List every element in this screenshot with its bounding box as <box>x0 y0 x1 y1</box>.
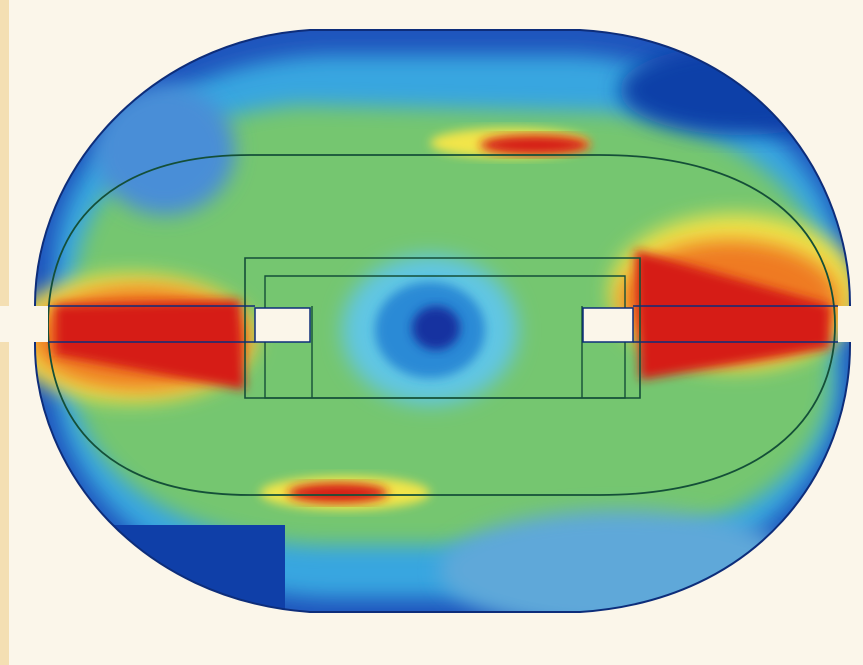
right-red-core <box>635 250 830 380</box>
center-dark-blue <box>412 306 460 350</box>
top-slot-red <box>480 135 590 155</box>
center-rectangle-outer <box>244 257 641 399</box>
upper-right-blue <box>620 45 850 135</box>
left-red-core <box>55 300 245 390</box>
upper-left-blue <box>95 85 235 215</box>
center-rectangle-inner <box>264 275 626 399</box>
right-center-port <box>582 307 634 343</box>
domain-outline <box>34 29 851 613</box>
inner-racetrack-outline <box>47 154 836 496</box>
left-port-gap <box>0 306 48 342</box>
right-port-gap <box>838 306 863 342</box>
bottom-slot-red <box>288 483 388 503</box>
left-center-port <box>254 307 311 343</box>
